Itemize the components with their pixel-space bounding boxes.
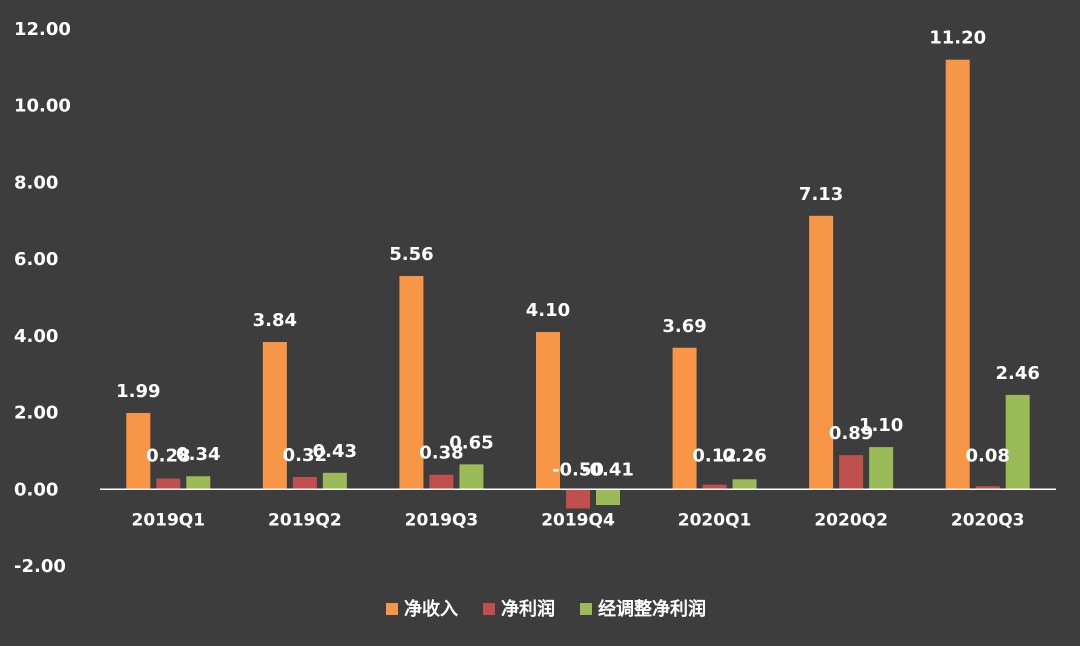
bar-2020Q3-series-2 (1005, 394, 1030, 490)
bar-2020Q2-series-0 (809, 215, 834, 490)
data-label: 0.26 (722, 445, 766, 466)
data-label: 0.08 (965, 445, 1009, 466)
legend-label: 净利润 (501, 598, 555, 620)
legend-label: 经调整净利润 (598, 598, 706, 620)
bar-2019Q3-series-2 (459, 464, 484, 490)
data-label: -0.41 (582, 459, 634, 480)
legend: 净收入 净利润 经调整净利润 (386, 598, 706, 620)
legend-swatch (386, 603, 398, 615)
legend-swatch (580, 603, 592, 615)
bar-2019Q2-series-2 (322, 472, 347, 490)
data-label: 3.84 (253, 310, 297, 331)
data-label: 4.10 (526, 300, 570, 321)
bar-2019Q3-series-0 (399, 276, 424, 490)
y-tick-label: 12.00 (14, 19, 71, 40)
data-label: 0.65 (449, 432, 493, 453)
bar-2019Q3-series-1 (429, 474, 454, 490)
data-label: 2.46 (995, 363, 1039, 384)
x-tick-label: 2020Q3 (951, 510, 1025, 530)
bars (126, 59, 1030, 509)
data-label: 0.28 (146, 445, 190, 466)
bar-2019Q2-series-1 (292, 477, 317, 490)
y-tick-label: 0.00 (14, 479, 58, 500)
data-label: 0.32 (283, 445, 327, 466)
data-label: 0.12 (692, 445, 736, 466)
x-tick-label: 2019Q1 (131, 510, 205, 530)
x-tick-label: 2020Q1 (678, 510, 752, 530)
data-labels: 1.99 0.280.34 3.84 0.320.43 5.56 0.380.65 4.10… (116, 28, 1040, 481)
x-tick-label: 2019Q3 (405, 510, 479, 530)
x-axis-category-labels: 2019Q1 2019Q2 2019Q3 2019Q4 2020Q1 2020Q2 2020… (131, 510, 1024, 530)
legend-swatch (483, 603, 495, 615)
bar-2019Q1-series-0 (126, 412, 151, 490)
legend-label: 净收入 (404, 598, 458, 620)
bar-2020Q1-series-1 (702, 484, 727, 490)
bar-2019Q1-series-2 (186, 476, 211, 490)
y-tick-label: 6.00 (14, 249, 58, 270)
bar-2019Q2-series-0 (262, 341, 287, 490)
x-tick-label: 2020Q2 (814, 510, 888, 530)
y-tick-label: 10.00 (14, 96, 71, 117)
y-axis-ticks: -2.00 0.00 2.00 4.00 6.00 8.00 10.00 12.00 (14, 19, 71, 577)
data-label: 0.34 (176, 444, 220, 465)
data-label: 3.69 (662, 316, 706, 337)
data-label: 0.38 (419, 443, 463, 464)
y-tick-label: 4.00 (14, 326, 58, 347)
x-tick-label: 2019Q2 (268, 510, 342, 530)
bar-2020Q2-series-1 (839, 455, 864, 490)
bar-2020Q1-series-2 (732, 479, 757, 490)
data-label: -0.50 (552, 459, 604, 480)
data-label: 1.99 (116, 381, 160, 402)
bar-2019Q4-series-1 (566, 489, 590, 509)
bar-2020Q3-series-1 (975, 486, 1000, 490)
bar-2020Q2-series-2 (869, 447, 894, 490)
bar-2019Q1-series-1 (156, 478, 181, 490)
data-label: 5.56 (389, 244, 433, 265)
x-tick-label: 2019Q4 (541, 510, 615, 530)
bar-2019Q4-series-0 (536, 332, 560, 490)
data-label: 1.10 (859, 415, 903, 436)
data-label: 0.89 (829, 423, 873, 444)
y-tick-label: 8.00 (14, 172, 58, 193)
bar-2020Q1-series-0 (672, 347, 697, 490)
data-label: 11.20 (929, 28, 986, 49)
y-tick-label: 2.00 (14, 403, 58, 424)
data-label: 7.13 (799, 184, 843, 205)
data-label: 0.43 (313, 441, 357, 462)
bar-2020Q3-series-0 (945, 59, 970, 490)
y-tick-label: -2.00 (14, 556, 66, 577)
bar-2019Q4-series-2 (596, 489, 620, 506)
